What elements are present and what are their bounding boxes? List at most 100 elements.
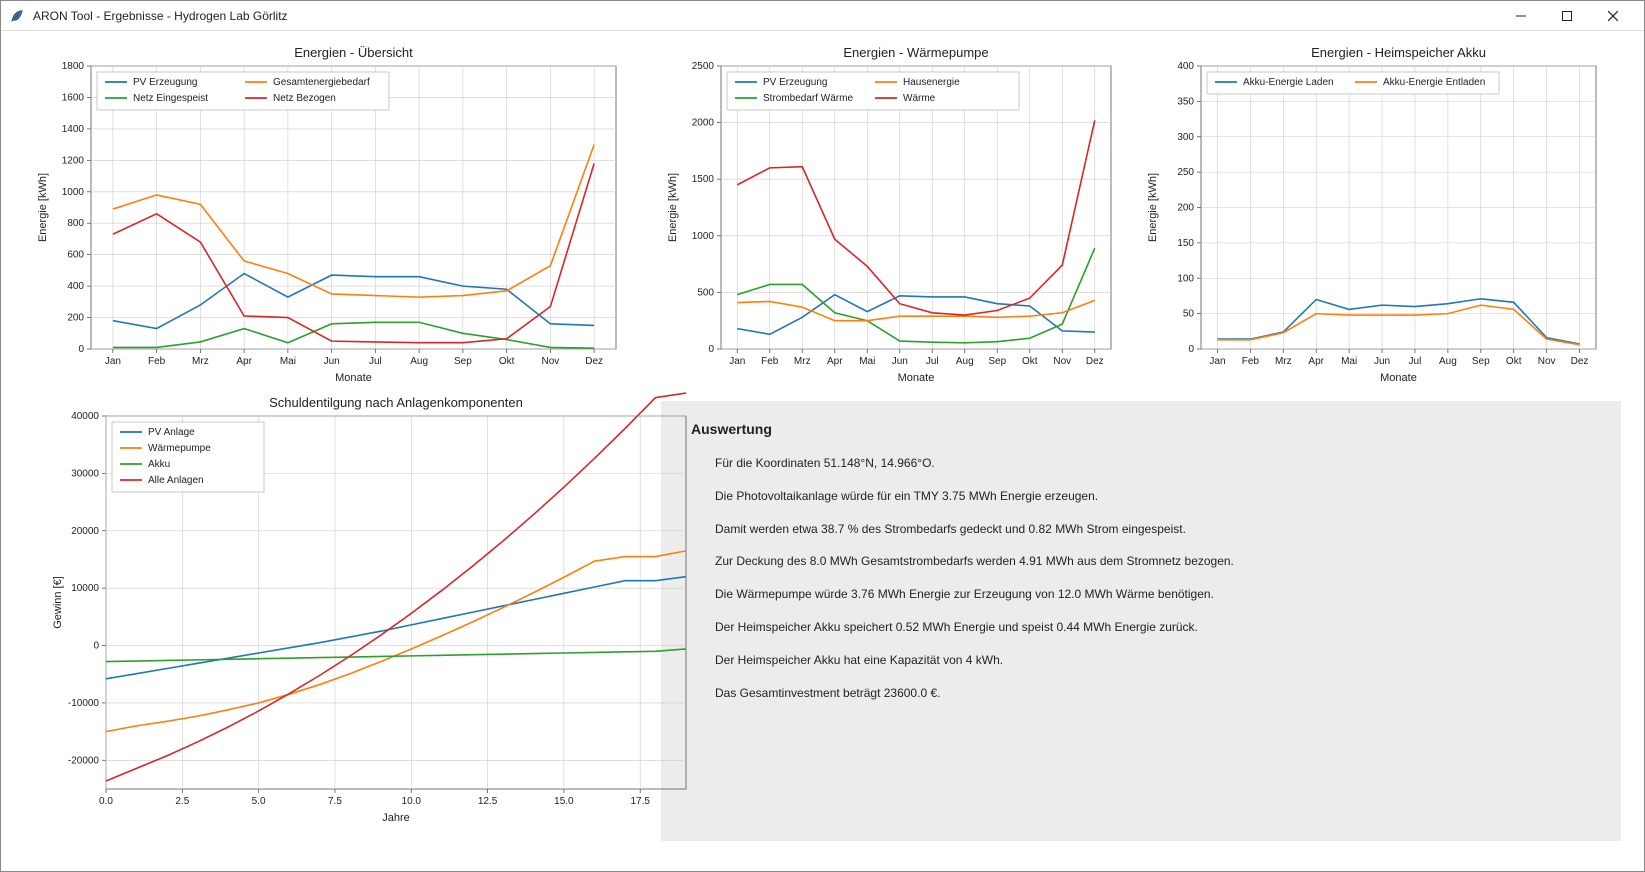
svg-text:Mai: Mai xyxy=(280,356,296,367)
chart-energien-uebersicht: Energien - Übersicht02004006008001000120… xyxy=(21,41,651,391)
svg-text:Gesamtenergiebedarf: Gesamtenergiebedarf xyxy=(273,77,370,88)
svg-text:1500: 1500 xyxy=(692,174,715,185)
svg-text:Dez: Dez xyxy=(1086,356,1104,367)
svg-text:Monate: Monate xyxy=(1380,372,1417,384)
svg-text:Nov: Nov xyxy=(1538,356,1556,367)
svg-text:300: 300 xyxy=(1177,132,1194,143)
svg-text:Monate: Monate xyxy=(335,372,372,384)
app-window: ARON Tool - Ergebnisse - Hydrogen Lab Gö… xyxy=(0,0,1645,872)
svg-text:400: 400 xyxy=(67,281,84,292)
content-area: Energien - Übersicht02004006008001000120… xyxy=(1,31,1644,871)
svg-text:Jul: Jul xyxy=(1409,356,1422,367)
evaluation-line: Die Wärmepumpe würde 3.76 MWh Energie zu… xyxy=(715,586,1591,603)
svg-text:Monate: Monate xyxy=(898,372,935,384)
svg-text:Jan: Jan xyxy=(729,356,745,367)
evaluation-line: Damit werden etwa 38.7 % des Strombedarf… xyxy=(715,521,1591,538)
svg-text:2000: 2000 xyxy=(692,118,715,129)
svg-text:17.5: 17.5 xyxy=(630,796,650,807)
svg-text:Apr: Apr xyxy=(1308,356,1324,367)
svg-text:Jun: Jun xyxy=(324,356,340,367)
svg-text:Mrz: Mrz xyxy=(1275,356,1292,367)
svg-text:30000: 30000 xyxy=(71,468,99,479)
evaluation-line: Zur Deckung des 8.0 MWh Gesamtstrombedar… xyxy=(715,553,1591,570)
evaluation-heading: Auswertung xyxy=(691,421,1591,437)
window-title: ARON Tool - Ergebnisse - Hydrogen Lab Gö… xyxy=(33,9,1498,23)
svg-text:Okt: Okt xyxy=(1022,356,1038,367)
svg-text:Feb: Feb xyxy=(148,356,166,367)
svg-text:-20000: -20000 xyxy=(68,755,100,766)
svg-text:Gewinn [€]: Gewinn [€] xyxy=(52,576,64,629)
svg-text:PV Erzeugung: PV Erzeugung xyxy=(763,77,828,88)
svg-text:150: 150 xyxy=(1177,238,1194,249)
maximize-button[interactable] xyxy=(1544,1,1590,31)
svg-text:400: 400 xyxy=(1177,61,1194,72)
svg-text:Apr: Apr xyxy=(236,356,252,367)
svg-text:Hausenergie: Hausenergie xyxy=(903,77,960,88)
svg-text:Energie [kWh]: Energie [kWh] xyxy=(1147,173,1159,242)
svg-text:12.5: 12.5 xyxy=(478,796,498,807)
svg-text:1800: 1800 xyxy=(62,61,85,72)
svg-text:Wärmepumpe: Wärmepumpe xyxy=(148,443,211,454)
svg-text:Wärme: Wärme xyxy=(903,93,936,104)
svg-text:Aug: Aug xyxy=(956,356,974,367)
svg-text:100: 100 xyxy=(1177,273,1194,284)
svg-text:Netz Bezogen: Netz Bezogen xyxy=(273,93,336,104)
svg-text:Apr: Apr xyxy=(827,356,843,367)
evaluation-text: Für die Koordinaten 51.148°N, 14.966°O.D… xyxy=(691,455,1591,701)
svg-text:Mai: Mai xyxy=(859,356,875,367)
svg-text:Dez: Dez xyxy=(585,356,603,367)
svg-text:10000: 10000 xyxy=(71,583,99,594)
evaluation-line: Das Gesamtinvestment beträgt 23600.0 €. xyxy=(715,685,1591,702)
svg-text:Jan: Jan xyxy=(105,356,121,367)
svg-text:Aug: Aug xyxy=(1439,356,1457,367)
svg-text:PV Anlage: PV Anlage xyxy=(148,427,195,438)
svg-text:50: 50 xyxy=(1183,309,1195,320)
svg-text:800: 800 xyxy=(67,218,84,229)
evaluation-line: Der Heimspeicher Akku hat eine Kapazität… xyxy=(715,652,1591,669)
svg-text:Jul: Jul xyxy=(926,356,939,367)
svg-text:Jul: Jul xyxy=(369,356,382,367)
svg-text:Feb: Feb xyxy=(1242,356,1260,367)
svg-text:Mai: Mai xyxy=(1341,356,1357,367)
svg-text:350: 350 xyxy=(1177,96,1194,107)
svg-text:Netz Eingespeist: Netz Eingespeist xyxy=(133,93,208,104)
svg-text:Dez: Dez xyxy=(1571,356,1589,367)
svg-text:-10000: -10000 xyxy=(68,698,100,709)
svg-text:Energien - Heimspeicher Akku: Energien - Heimspeicher Akku xyxy=(1311,45,1486,60)
feather-icon xyxy=(9,8,25,24)
svg-text:Sep: Sep xyxy=(1472,356,1490,367)
svg-text:2.5: 2.5 xyxy=(175,796,189,807)
svg-text:Mrz: Mrz xyxy=(794,356,811,367)
chart-energien-heimspeicher: Energien - Heimspeicher Akku050100150200… xyxy=(1136,41,1621,391)
svg-text:Sep: Sep xyxy=(454,356,472,367)
svg-text:Mrz: Mrz xyxy=(192,356,209,367)
svg-text:Jan: Jan xyxy=(1209,356,1225,367)
svg-text:Schuldentilgung nach Anlagenko: Schuldentilgung nach Anlagenkomponenten xyxy=(269,395,523,410)
svg-text:20000: 20000 xyxy=(71,526,99,537)
svg-text:1600: 1600 xyxy=(62,92,85,103)
svg-text:200: 200 xyxy=(67,313,84,324)
minimize-button[interactable] xyxy=(1498,1,1544,31)
close-button[interactable] xyxy=(1590,1,1636,31)
svg-text:Energie [kWh]: Energie [kWh] xyxy=(667,173,679,242)
svg-text:Akku-Energie Entladen: Akku-Energie Entladen xyxy=(1383,77,1485,88)
svg-text:Feb: Feb xyxy=(761,356,779,367)
svg-text:0: 0 xyxy=(1188,344,1194,355)
svg-text:Okt: Okt xyxy=(499,356,515,367)
svg-text:7.5: 7.5 xyxy=(328,796,342,807)
evaluation-line: Die Photovoltaikanlage würde für ein TMY… xyxy=(715,488,1591,505)
svg-text:0.0: 0.0 xyxy=(99,796,113,807)
svg-text:1000: 1000 xyxy=(62,187,85,198)
svg-text:PV Erzeugung: PV Erzeugung xyxy=(133,77,198,88)
svg-text:Aug: Aug xyxy=(410,356,428,367)
chart-energien-waermepumpe: Energien - Wärmepumpe0500100015002000250… xyxy=(651,41,1136,391)
svg-text:Jun: Jun xyxy=(892,356,908,367)
svg-text:0: 0 xyxy=(708,344,714,355)
svg-text:Jahre: Jahre xyxy=(382,812,410,824)
svg-text:Akku: Akku xyxy=(148,459,170,470)
evaluation-panel: Auswertung Für die Koordinaten 51.148°N,… xyxy=(661,401,1621,841)
titlebar: ARON Tool - Ergebnisse - Hydrogen Lab Gö… xyxy=(1,1,1644,31)
svg-text:Okt: Okt xyxy=(1506,356,1522,367)
svg-text:1200: 1200 xyxy=(62,155,85,166)
svg-text:Nov: Nov xyxy=(541,356,559,367)
